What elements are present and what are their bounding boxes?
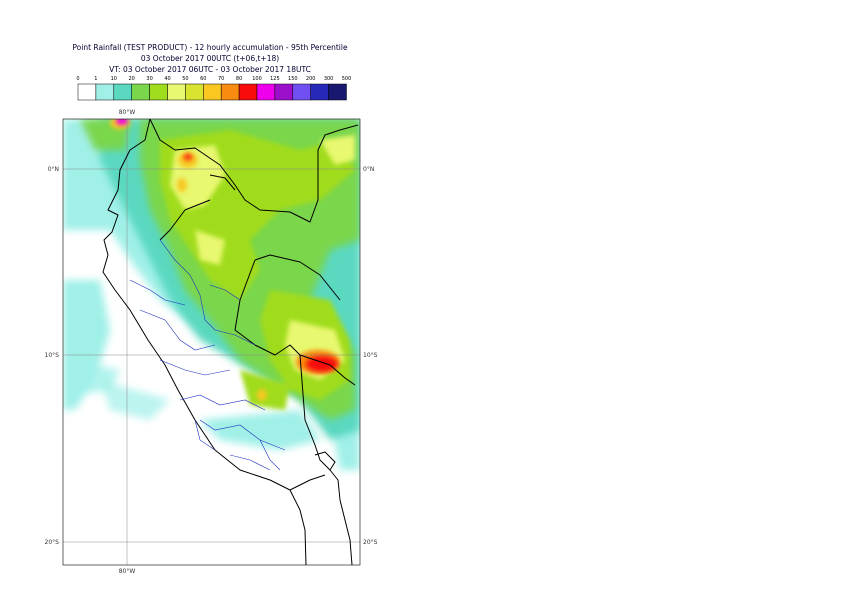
lat-0-left: 0°N [48, 166, 59, 173]
map-title: Point Rainfall (TEST PRODUCT) - 12 hourl… [72, 43, 348, 52]
rainfall-field [63, 119, 360, 565]
valid-time-line: VT: 03 October 2017 06UTC - 03 October 2… [109, 65, 311, 74]
lon-label-top: 80°W [119, 109, 136, 116]
lat-10-left: 10°S [45, 352, 60, 359]
lon-label-bottom: 80°W [119, 568, 136, 575]
init-time-line: 03 October 2017 00UTC (t+06,t+18) [140, 54, 280, 63]
lat-10-right: 10°S [363, 352, 378, 359]
lat-20-left: 20°S [45, 539, 60, 546]
lat-20-right: 20°S [363, 539, 378, 546]
lat-0-right: 0°N [363, 166, 374, 173]
